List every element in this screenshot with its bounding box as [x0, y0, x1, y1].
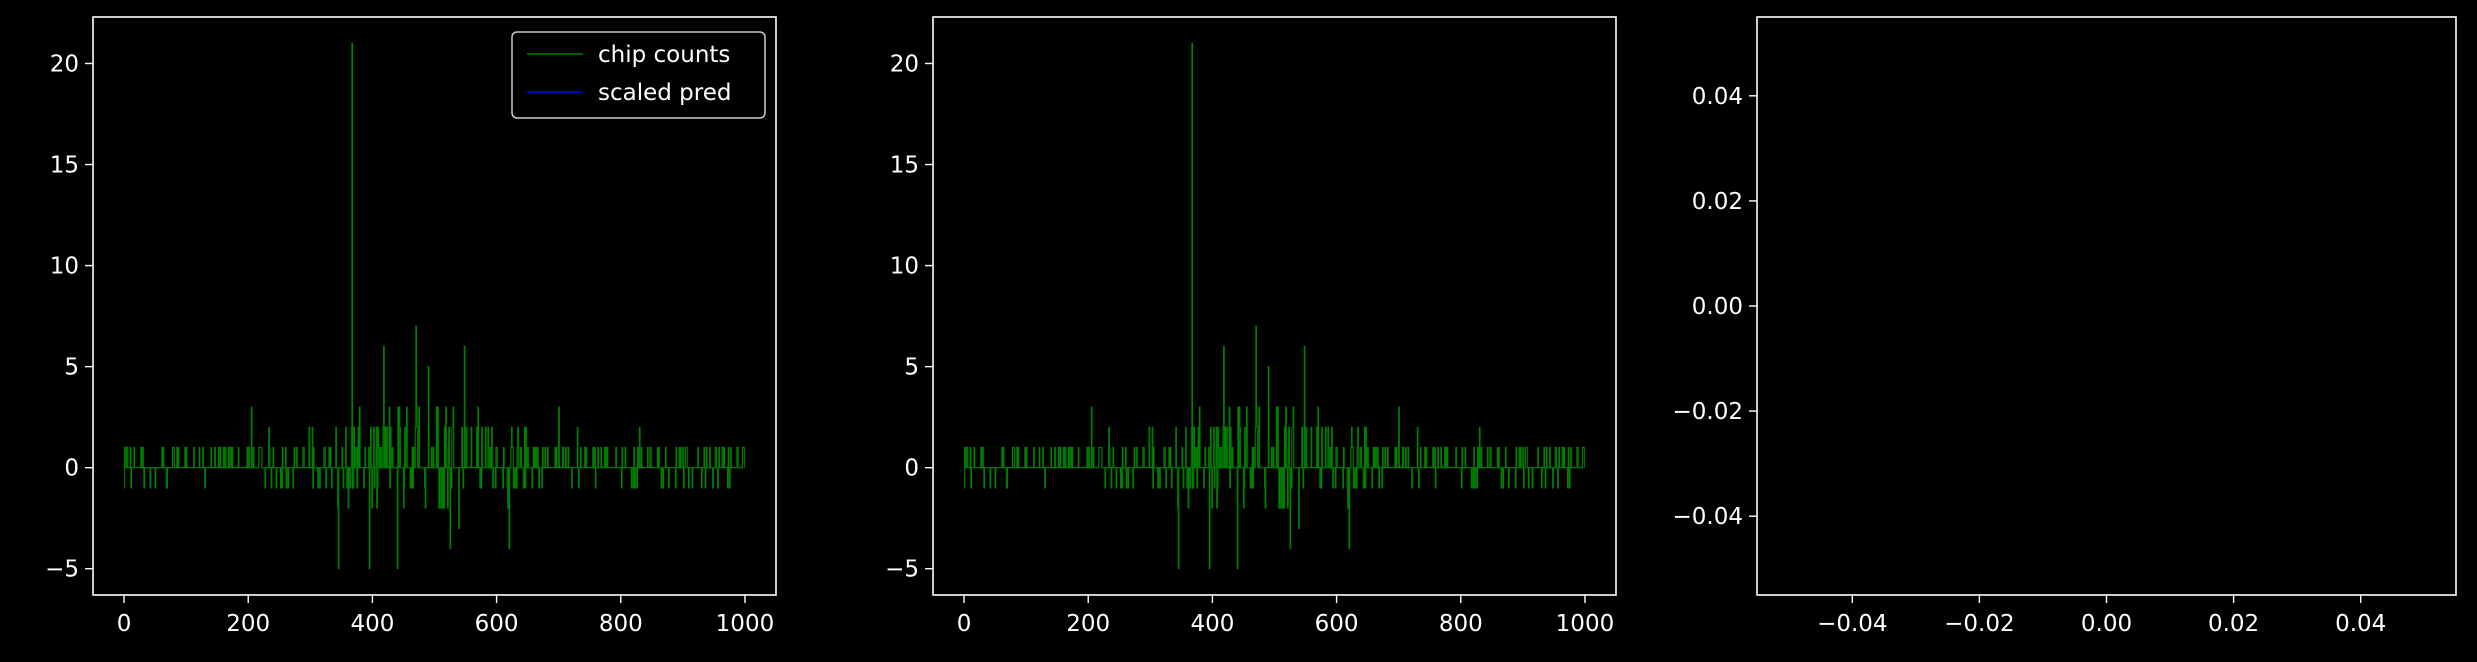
y-tick-label: 15	[890, 153, 919, 179]
panel-1-legend: chip counts scaled pred	[511, 31, 766, 119]
y-tick-label: 5	[64, 355, 79, 381]
y-tick-label: 10	[890, 254, 919, 280]
panel-2-x-ticks: 0 200 400 600 800 1000	[957, 595, 1615, 637]
chart-panel-1: 0 200 400 600 800 1000 −5 0 5 10 15 20 chip counts…	[45, 16, 777, 637]
y-tick-label: 0.00	[1692, 294, 1743, 320]
x-tick-label: 0	[117, 611, 132, 637]
x-tick-label: −0.02	[1944, 611, 2014, 637]
y-tick-label: 10	[50, 254, 79, 280]
chart-panel-3: −0.04 −0.02 0.00 0.02 0.04 −0.04 −0.02 0.00 0.0…	[1673, 16, 2457, 637]
x-tick-label: 400	[1190, 611, 1234, 637]
y-tick-label: 20	[890, 51, 919, 77]
series-line-chip-counts	[124, 42, 745, 570]
panel-3-x-ticks: −0.04 −0.02 0.00 0.02 0.04	[1817, 595, 2386, 637]
panel-1-x-ticks: 0 200 400 600 800 1000	[117, 595, 775, 637]
y-tick-label: 0.02	[1692, 189, 1743, 215]
y-tick-label: −5	[45, 557, 79, 583]
x-tick-label: 0.00	[2081, 611, 2132, 637]
x-tick-label: 1000	[716, 611, 775, 637]
y-tick-label: 0	[64, 456, 79, 482]
y-tick-label: −0.02	[1673, 399, 1743, 425]
panel-3-y-ticks: −0.04 −0.02 0.00 0.02 0.04	[1673, 84, 1757, 530]
x-tick-label: 0.04	[2335, 611, 2386, 637]
x-tick-label: 800	[599, 611, 643, 637]
y-tick-label: 20	[50, 51, 79, 77]
y-tick-label: −0.04	[1673, 504, 1743, 530]
x-tick-label: 400	[350, 611, 394, 637]
y-tick-label: 5	[904, 355, 919, 381]
y-tick-label: 0.04	[1692, 84, 1743, 110]
x-tick-label: 200	[1066, 611, 1110, 637]
panel-2-y-ticks: −5 0 5 10 15 20	[885, 51, 933, 583]
x-tick-label: 800	[1439, 611, 1483, 637]
x-tick-label: 600	[475, 611, 519, 637]
y-tick-label: 15	[50, 153, 79, 179]
chart-panel-2: 0 200 400 600 800 1000 −5 0 5 10 15 20	[885, 16, 1617, 637]
x-tick-label: 0	[957, 611, 972, 637]
x-tick-label: 0.02	[2208, 611, 2259, 637]
panel-1-marks	[124, 42, 745, 570]
series-line-chip-counts	[964, 42, 1585, 570]
x-tick-label: −0.04	[1817, 611, 1887, 637]
panel-2-marks	[964, 42, 1585, 570]
legend-label-scaled-pred: scaled pred	[598, 80, 731, 106]
y-tick-label: −5	[885, 557, 919, 583]
legend-label-chip-counts: chip counts	[598, 42, 730, 68]
panel-1-y-ticks: −5 0 5 10 15 20	[45, 51, 93, 583]
x-tick-label: 600	[1315, 611, 1359, 637]
x-tick-label: 200	[226, 611, 270, 637]
panel-1-frame	[92, 16, 777, 596]
x-tick-label: 1000	[1556, 611, 1615, 637]
y-tick-label: 0	[904, 456, 919, 482]
panel-2-frame	[932, 16, 1617, 596]
